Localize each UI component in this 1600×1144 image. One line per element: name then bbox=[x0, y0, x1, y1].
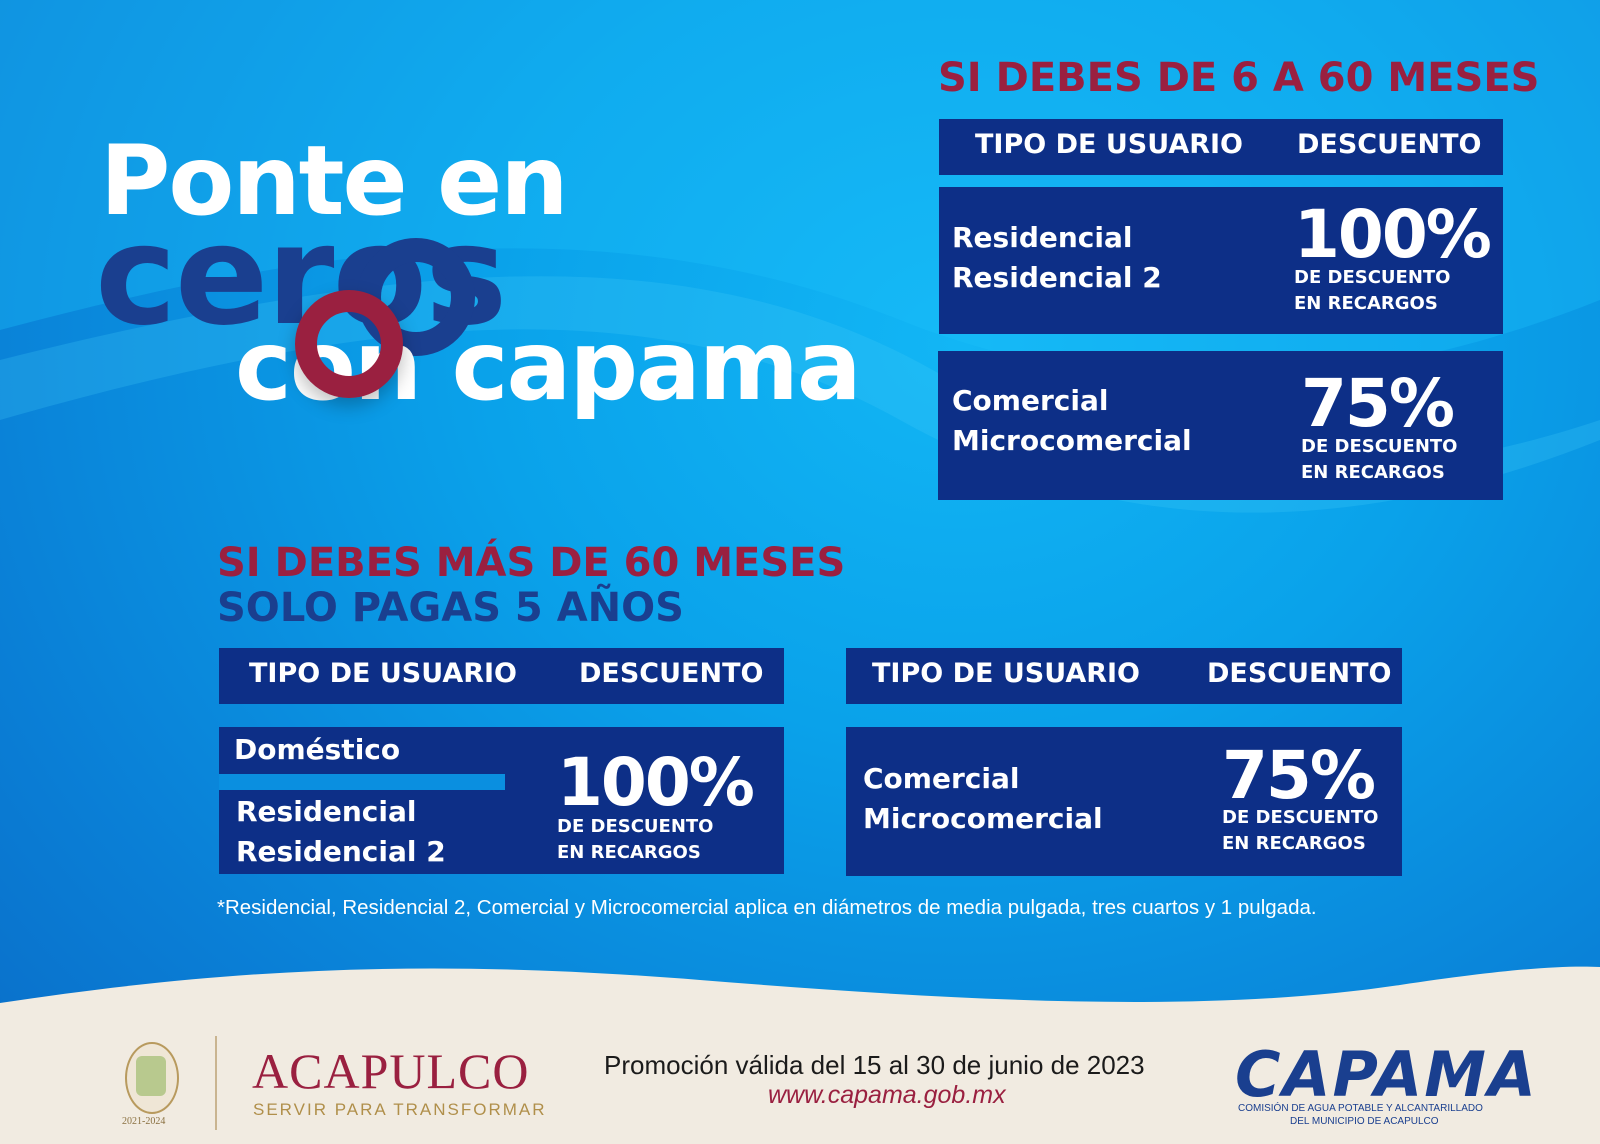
bottom-section-subtitle: SOLO PAGAS 5 AÑOS bbox=[217, 585, 684, 631]
user-microcomercial: Microcomercial bbox=[863, 802, 1103, 835]
header-discount: DESCUENTO bbox=[579, 658, 764, 689]
seal-years: 2021-2024 bbox=[122, 1116, 166, 1127]
website-link[interactable]: www.capama.gob.mx bbox=[768, 1081, 1006, 1109]
footer-divider bbox=[215, 1036, 217, 1130]
user-microcomercial: Microcomercial bbox=[952, 424, 1192, 457]
user-types: Residencial Residencial 2 bbox=[952, 218, 1162, 298]
discount-subtext: DE DESCUENTO EN RECARGOS bbox=[1301, 436, 1458, 483]
top-row-residencial: Residencial Residencial 2 100% DE DESCUE… bbox=[939, 187, 1503, 334]
discount-percent: 100% bbox=[1294, 196, 1492, 273]
header-discount: DESCUENTO bbox=[1207, 658, 1392, 689]
discount-subtext: DE DESCUENTO EN RECARGOS bbox=[557, 816, 714, 863]
user-types: Residencial Residencial 2 bbox=[236, 792, 446, 872]
header-user-type: TIPO DE USUARIO bbox=[975, 129, 1244, 160]
hero-line-1: Ponte en bbox=[100, 125, 569, 237]
discount-percent: 100% bbox=[557, 744, 755, 821]
bottom-section-title: SI DEBES MÁS DE 60 MESES bbox=[217, 540, 846, 586]
acapulco-logo: ACAPULCO bbox=[252, 1043, 530, 1099]
user-types: Comercial Microcomercial bbox=[952, 381, 1192, 461]
bottom-left-users: Residencial Residencial 2 bbox=[219, 790, 505, 874]
discount-subtext: DE DESCUENTO EN RECARGOS bbox=[1294, 267, 1451, 314]
user-types: Comercial Microcomercial bbox=[863, 759, 1103, 839]
capama-subtitle-2: DEL MUNICIPIO DE ACAPULCO bbox=[1290, 1116, 1439, 1127]
footnote: *Residencial, Residencial 2, Comercial y… bbox=[217, 896, 1317, 919]
top-section-title: SI DEBES DE 6 A 60 MESES bbox=[938, 55, 1540, 101]
divider-strip bbox=[219, 774, 505, 790]
bottom-left-row: 100% DE DESCUENTO EN RECARGOS bbox=[505, 727, 784, 874]
header-user-type: TIPO DE USUARIO bbox=[249, 658, 518, 689]
bottom-left-table-header: TIPO DE USUARIO DESCUENTO bbox=[219, 648, 784, 704]
user-residencial: Residencial bbox=[952, 221, 1133, 254]
footer-background bbox=[0, 966, 1600, 1144]
discount-percent: 75% bbox=[1222, 737, 1376, 814]
header-discount: DESCUENTO bbox=[1297, 129, 1482, 160]
discount-percent: 75% bbox=[1301, 365, 1455, 442]
user-residencial-2: Residencial 2 bbox=[236, 835, 446, 868]
user-comercial: Comercial bbox=[952, 384, 1109, 417]
capama-subtitle-1: COMISIÓN DE AGUA POTABLE Y ALCANTARILLAD… bbox=[1238, 1103, 1483, 1114]
top-row-comercial: Comercial Microcomercial 75% DE DESCUENT… bbox=[938, 351, 1503, 500]
header-user-type: TIPO DE USUARIO bbox=[872, 658, 1141, 689]
bottom-right-row: Comercial Microcomercial 75% DE DESCUENT… bbox=[846, 727, 1402, 876]
hero-ring-red bbox=[295, 290, 403, 398]
top-table-header: TIPO DE USUARIO DESCUENTO bbox=[939, 119, 1503, 175]
capama-logo: CAPAMA bbox=[1235, 1038, 1538, 1111]
promo-dates: Promoción válida del 15 al 30 de junio d… bbox=[604, 1050, 1145, 1080]
user-residencial-2: Residencial 2 bbox=[952, 261, 1162, 294]
bottom-right-table-header: TIPO DE USUARIO DESCUENTO bbox=[846, 648, 1402, 704]
user-residencial: Residencial bbox=[236, 795, 417, 828]
municipal-seal-icon bbox=[125, 1042, 179, 1114]
user-domestico: Doméstico bbox=[219, 727, 505, 774]
acapulco-tagline: SERVIR PARA TRANSFORMAR bbox=[253, 1100, 547, 1119]
discount-subtext: DE DESCUENTO EN RECARGOS bbox=[1222, 807, 1379, 854]
user-comercial: Comercial bbox=[863, 762, 1020, 795]
hero-title: Ponte en ceros con capama bbox=[95, 125, 875, 425]
